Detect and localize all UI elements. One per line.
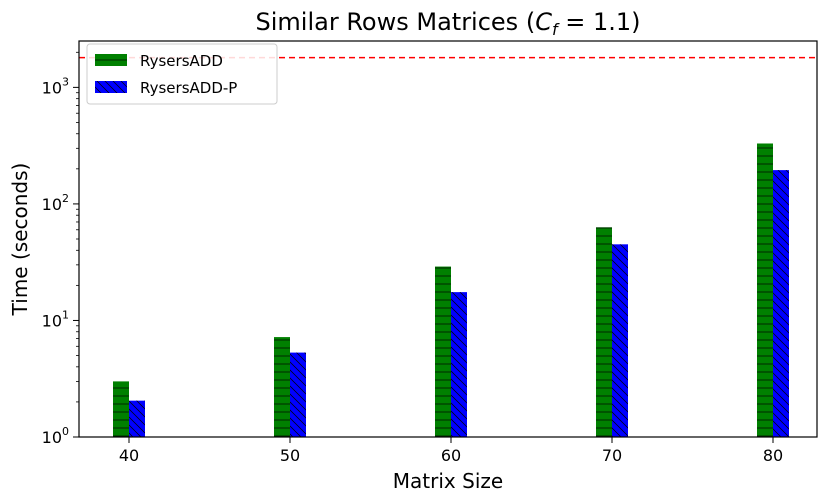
bar-hatch-RysersADD-50 — [274, 337, 290, 437]
legend-frame — [86, 43, 278, 105]
x-tick-label-80: 80 — [763, 446, 783, 465]
x-tick-label-40: 40 — [119, 446, 139, 465]
y-tick-label-1: 101 — [42, 308, 69, 330]
plot-frame — [78, 40, 818, 438]
legend: RysersADD RysersADD-P — [86, 43, 278, 105]
x-tick-label-50: 50 — [280, 446, 300, 465]
y-tick-label-2: 102 — [42, 192, 69, 214]
bar-hatch-RysersADD-P-60 — [451, 292, 467, 437]
chart-title: Similar Rows Matrices (Cf = 1.1) — [256, 8, 641, 39]
y-tick-label-3: 103 — [42, 75, 69, 97]
legend-swatch-1-hatch — [95, 81, 127, 93]
bar-hatch-RysersADD-80 — [757, 143, 773, 437]
chart-title-sub: f — [552, 20, 560, 39]
bar-hatch-RysersADD-P-50 — [290, 352, 306, 437]
chart-title-main: Similar Rows Matrices ( — [256, 8, 536, 36]
bar-hatch-RysersADD-P-70 — [612, 244, 628, 437]
x-axis-label: Matrix Size — [393, 469, 503, 493]
bar-hatch-RysersADD-70 — [596, 227, 612, 437]
legend-label-1: RysersADD-P — [140, 79, 237, 97]
legend-label-0: RysersADD — [140, 52, 223, 70]
legend-swatch-0-hatch — [95, 54, 127, 66]
chart-title-var: C — [535, 8, 552, 36]
bar-hatch-RysersADD-40 — [113, 381, 129, 437]
y-tick-label-0: 100 — [42, 425, 69, 447]
chart-title-tail: = 1.1) — [558, 8, 641, 36]
y-axis-label: Time (seconds) — [8, 163, 32, 317]
x-tick-label-60: 60 — [441, 446, 461, 465]
x-tick-label-70: 70 — [602, 446, 622, 465]
bar-hatch-RysersADD-P-40 — [129, 400, 145, 437]
bar-hatch-RysersADD-60 — [435, 266, 451, 437]
bar-hatch-RysersADD-P-80 — [773, 170, 789, 437]
